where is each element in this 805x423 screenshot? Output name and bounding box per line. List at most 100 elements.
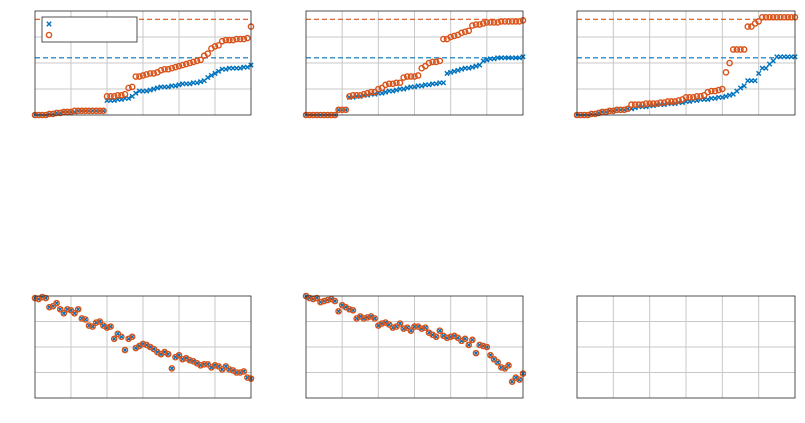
data-point-cross	[165, 84, 171, 90]
data-point-circle	[407, 327, 415, 334]
data-point-circle	[469, 336, 476, 344]
data-point-circle	[128, 333, 136, 341]
data-point-circle	[49, 110, 57, 118]
subplot-top-middle	[302, 10, 527, 119]
data-point-circle	[639, 101, 646, 108]
data-point-circle	[67, 108, 75, 116]
data-point-circle	[483, 343, 491, 351]
data-point-circle	[432, 58, 440, 66]
legend-marker-cross	[46, 21, 52, 27]
data-point-circle	[226, 366, 233, 373]
data-point-circle	[42, 294, 50, 302]
data-point-circle	[476, 21, 483, 28]
data-point-cross	[390, 88, 396, 94]
data-point-circle	[411, 323, 418, 330]
data-point-circle	[64, 108, 71, 116]
data-point-cross	[491, 56, 497, 62]
data-point-circle	[617, 106, 624, 114]
data-point-circle	[436, 327, 444, 334]
data-point-circle	[143, 71, 150, 78]
data-point-cross	[469, 64, 476, 70]
data-point-circle	[197, 56, 204, 64]
data-point-circle	[349, 91, 357, 99]
data-point-circle	[458, 29, 465, 37]
data-point-cross	[404, 85, 410, 91]
data-point-circle	[179, 355, 186, 363]
data-point-circle	[139, 72, 147, 79]
data-point-cross	[426, 82, 432, 88]
data-point-circle	[472, 21, 480, 28]
data-point-circle	[737, 46, 744, 53]
data-point-circle	[125, 84, 132, 92]
data-point-circle	[136, 73, 143, 80]
data-point-circle	[103, 324, 111, 331]
data-point-cross	[752, 77, 758, 84]
data-point-cross	[212, 70, 218, 77]
data-point-circle	[56, 305, 64, 313]
axes-box	[305, 10, 524, 116]
data-point-circle	[233, 369, 240, 376]
data-point-circle	[719, 85, 726, 93]
data-point-cross	[451, 68, 457, 75]
data-point-cross	[419, 83, 425, 89]
data-point-circle	[516, 376, 523, 383]
data-point-circle	[610, 107, 617, 115]
data-point-circle	[497, 364, 505, 371]
data-point-circle	[371, 315, 379, 322]
data-point-circle	[346, 92, 353, 100]
data-point-circle	[400, 325, 407, 332]
data-point-circle	[74, 305, 82, 313]
data-point-circle	[400, 74, 407, 81]
data-point-circle	[132, 73, 140, 80]
data-point-circle	[82, 107, 89, 115]
data-point-cross	[723, 93, 729, 99]
data-point-circle	[164, 65, 172, 73]
axes-box	[576, 295, 796, 399]
legend-marker-circle	[45, 31, 53, 39]
data-point-circle	[385, 80, 393, 88]
data-point-circle	[78, 315, 86, 322]
subplot-top-left	[31, 10, 255, 119]
data-point-circle	[403, 73, 411, 80]
data-point-circle	[708, 87, 715, 95]
data-point-circle	[784, 13, 792, 21]
data-point-circle	[331, 297, 339, 305]
data-point-cross	[154, 85, 161, 91]
data-point-cross	[125, 95, 132, 102]
data-point-circle	[704, 88, 712, 96]
data-point-circle	[447, 333, 454, 341]
data-point-circle	[313, 294, 321, 302]
data-point-cross	[244, 64, 251, 70]
data-point-circle	[89, 107, 96, 115]
data-point-circle	[110, 92, 118, 100]
legend-box	[41, 16, 138, 43]
data-point-circle	[306, 294, 313, 302]
data-point-circle	[309, 295, 317, 303]
data-point-circle	[472, 349, 480, 357]
data-point-circle	[599, 108, 606, 116]
data-point-circle	[693, 92, 701, 100]
data-point-circle	[726, 59, 733, 67]
data-point-circle	[64, 305, 71, 313]
subplot-bottom-middle	[302, 292, 527, 399]
data-point-circle	[320, 297, 328, 305]
data-point-circle	[711, 87, 719, 95]
data-point-circle	[240, 35, 248, 43]
data-point-circle	[367, 88, 375, 96]
data-point-circle	[168, 365, 176, 372]
data-point-circle	[769, 13, 777, 21]
data-point-circle	[465, 341, 473, 349]
data-point-circle	[172, 63, 179, 71]
data-point-circle	[762, 13, 770, 21]
data-point-circle	[733, 46, 741, 53]
data-point-circle	[71, 107, 78, 115]
data-point-circle	[360, 90, 368, 98]
data-point-circle	[175, 62, 183, 70]
data-point-cross	[133, 90, 139, 96]
data-point-cross	[770, 58, 776, 64]
data-point-circle	[190, 58, 197, 66]
data-point-circle	[483, 19, 491, 26]
data-point-circle	[244, 34, 251, 42]
data-point-cross	[197, 79, 204, 85]
data-point-circle	[479, 20, 487, 27]
